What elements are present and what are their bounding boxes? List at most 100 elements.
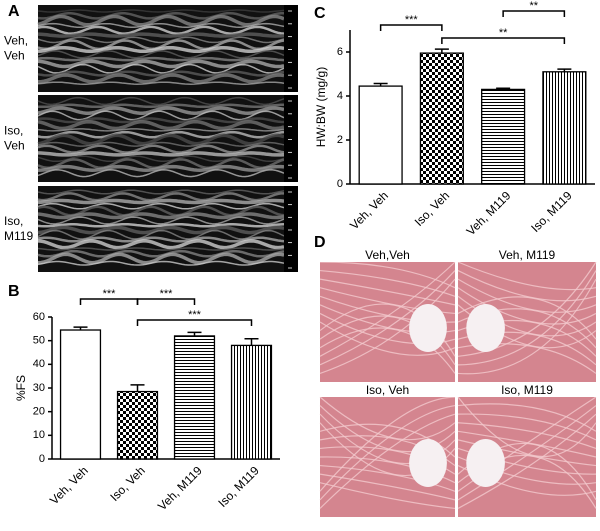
echo-trace xyxy=(37,249,285,258)
echo-trace xyxy=(37,141,285,147)
error-bar xyxy=(557,68,572,72)
significance-bracket xyxy=(379,24,443,31)
y-tick-label: 50 xyxy=(33,335,45,347)
y-tick-label: 0 xyxy=(39,453,45,465)
y-tick-label: 30 xyxy=(33,382,45,394)
echo-trace xyxy=(37,70,285,77)
error-bar xyxy=(244,338,259,346)
echo-scale xyxy=(284,5,298,92)
tissue-fiber xyxy=(457,413,597,441)
image-label: Iso, Veh xyxy=(366,383,409,397)
tissue-fiber xyxy=(319,404,456,501)
echo-trace xyxy=(37,119,285,131)
echo-trace xyxy=(37,106,285,115)
echo-trace xyxy=(37,192,284,202)
echo-trace xyxy=(37,59,285,69)
echo-scale xyxy=(284,95,298,182)
tissue-fiber xyxy=(457,396,597,457)
tissue-fiber xyxy=(457,261,597,291)
significance-bracket xyxy=(136,298,196,305)
bar xyxy=(542,71,587,185)
y-tick-label: 10 xyxy=(33,429,45,441)
panel-letter: B xyxy=(8,283,20,300)
row-label: Veh xyxy=(4,139,25,153)
echo-trace xyxy=(37,81,285,85)
echo-trace xyxy=(37,236,285,243)
y-tick-label: 2 xyxy=(337,134,343,146)
echo-trace xyxy=(37,39,285,51)
tissue-fiber xyxy=(319,315,456,366)
echo-trace xyxy=(37,133,285,146)
tissue-fiber xyxy=(319,473,456,501)
y-tick-label: 0 xyxy=(337,178,343,190)
label-bg xyxy=(320,250,455,262)
y-tick-label: 60 xyxy=(33,311,45,323)
significance-label: *** xyxy=(405,14,419,26)
echo-trace xyxy=(37,110,285,121)
bar xyxy=(230,344,273,460)
x-tick-label: Veh, Veh xyxy=(347,188,391,232)
echo-trace xyxy=(37,63,285,74)
tissue-fiber xyxy=(319,278,456,374)
tissue-fiber xyxy=(457,278,597,375)
tissue-fiber xyxy=(319,269,456,297)
significance-bracket xyxy=(136,319,253,326)
x-tick-label: Veh, M119 xyxy=(464,188,514,238)
tissue-gap xyxy=(466,439,505,487)
echo-trace xyxy=(37,212,285,220)
significance-label: *** xyxy=(103,288,117,300)
tissue-fiber xyxy=(457,405,597,501)
echo-trace xyxy=(37,223,285,228)
tissue-fiber xyxy=(457,413,597,509)
echo-trace xyxy=(37,155,285,163)
significance-label: ** xyxy=(499,27,508,39)
label-bg xyxy=(458,385,596,397)
tissue-fiber xyxy=(457,422,597,449)
tissue-fiber xyxy=(457,403,597,432)
echo-trace xyxy=(38,73,285,84)
echo-trace xyxy=(37,216,285,225)
error-bar xyxy=(187,331,202,336)
echo-trace xyxy=(37,22,285,28)
bar xyxy=(358,85,403,185)
significance-bracket xyxy=(441,37,566,44)
error-bar xyxy=(130,384,145,392)
echo-trace xyxy=(37,50,285,59)
x-tick-label: Iso, Veh xyxy=(412,188,453,229)
echo-trace xyxy=(37,103,284,109)
echo-trace xyxy=(37,32,285,38)
bar xyxy=(481,88,526,185)
error-bar xyxy=(434,48,449,54)
echo-trace xyxy=(37,260,285,266)
image-label: Veh, M119 xyxy=(499,248,556,262)
bar xyxy=(419,52,464,185)
significance-label: ** xyxy=(529,0,538,12)
echo-trace xyxy=(37,189,285,195)
bar xyxy=(59,329,102,460)
echo-trace xyxy=(37,45,285,54)
echo-trace xyxy=(37,128,285,132)
bar xyxy=(173,335,216,460)
echo-trace xyxy=(37,229,285,240)
echo-trace xyxy=(37,25,285,35)
tissue-fiber xyxy=(319,261,456,357)
tissue-fiber xyxy=(319,482,456,510)
x-tick-label: Iso, M119 xyxy=(215,463,262,510)
row-label: Iso, xyxy=(4,214,23,228)
row-label: Iso, xyxy=(4,124,23,138)
y-tick-label: 6 xyxy=(337,46,343,58)
image-label: Iso, M119 xyxy=(501,383,553,397)
significance-label: *** xyxy=(160,288,174,300)
label-bg xyxy=(458,250,596,262)
tissue-fiber xyxy=(319,413,456,509)
y-axis-label: HW:BW (mg/g) xyxy=(314,67,328,147)
x-tick-label: Iso, M119 xyxy=(528,188,575,235)
tissue-fiber xyxy=(319,396,456,492)
bar xyxy=(116,390,159,460)
panel-letter: A xyxy=(8,3,20,20)
echo-trace xyxy=(37,247,285,251)
tissue-gap xyxy=(409,439,447,487)
error-bar xyxy=(373,82,388,87)
tissue-fiber xyxy=(319,270,456,366)
y-axis-label: %FS xyxy=(14,375,28,401)
